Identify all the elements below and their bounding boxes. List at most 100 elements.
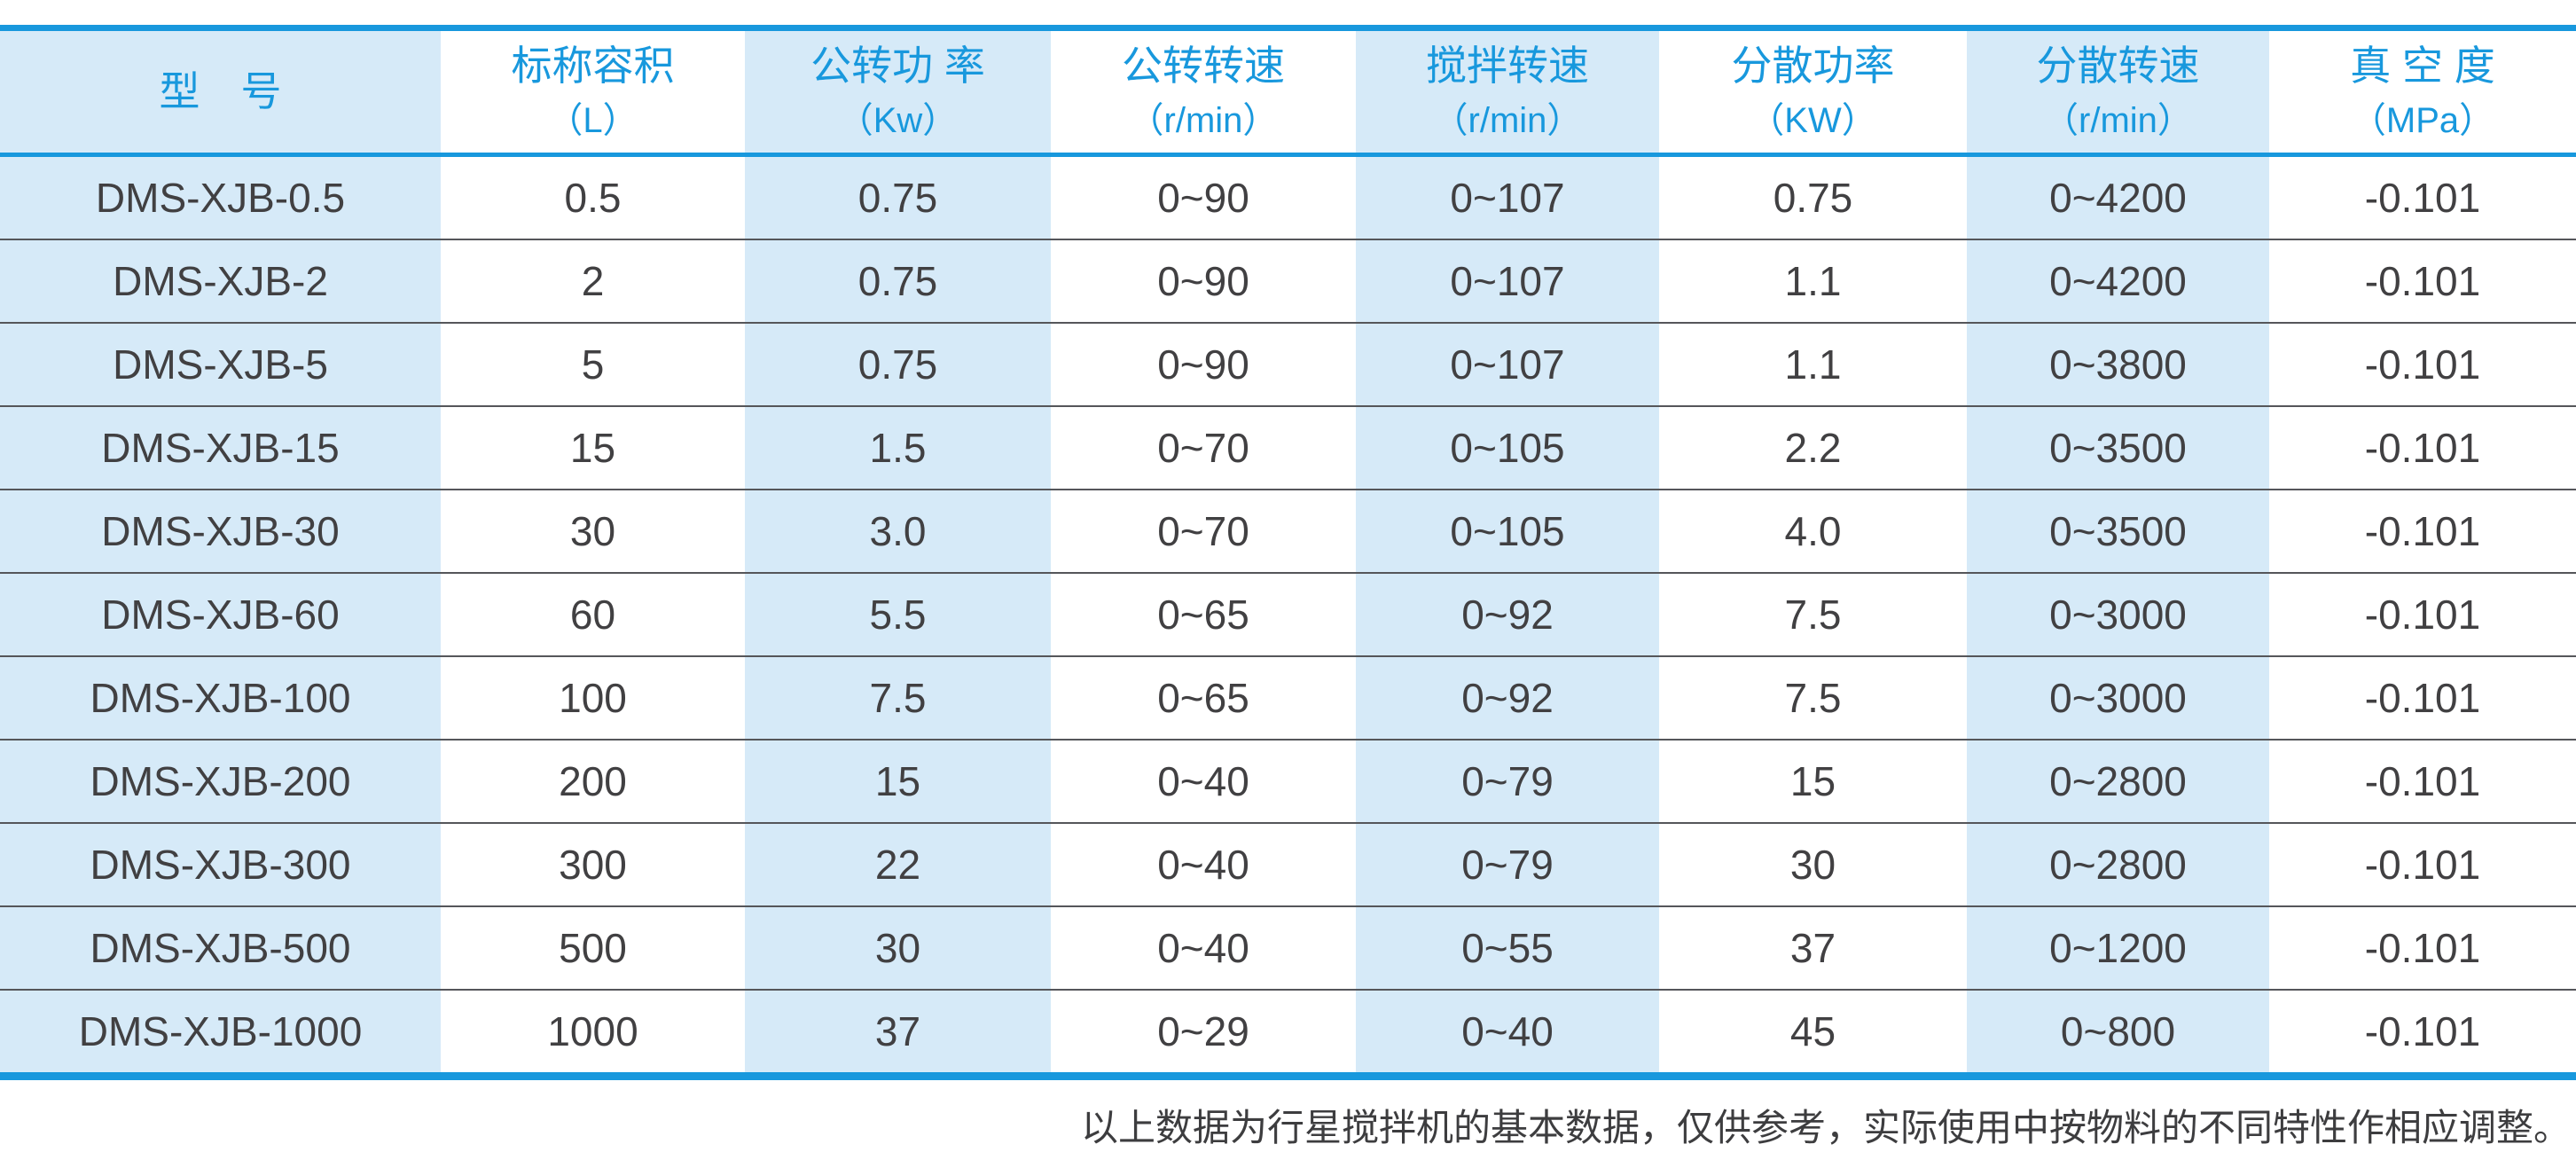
value-cell: -0.101 bbox=[2269, 990, 2576, 1077]
table-row: DMS-XJB-500 500 30 0~40 0~55 37 0~1200 -0.101 bbox=[0, 906, 2576, 991]
value-cell: -0.101 bbox=[2269, 406, 2576, 490]
value-cell: 100 bbox=[441, 656, 745, 741]
model-cell: DMS-XJB-2 bbox=[0, 239, 441, 324]
table-row: DMS-XJB-300 300 22 0~40 0~79 30 0~2800 -0.101 bbox=[0, 823, 2576, 907]
value-cell: 0~90 bbox=[1051, 154, 1356, 240]
column-header-label: 真 空 度 bbox=[2350, 42, 2495, 89]
value-cell: 500 bbox=[441, 906, 745, 991]
value-cell: 0~3500 bbox=[1967, 406, 2269, 490]
value-cell: 60 bbox=[441, 573, 745, 657]
model-cell: DMS-XJB-100 bbox=[0, 656, 441, 741]
column-header-label: 公转功 率 bbox=[810, 42, 985, 89]
table-row: DMS-XJB-200 200 15 0~40 0~79 15 0~2800 -0.101 bbox=[0, 740, 2576, 824]
table-row: DMS-XJB-15 15 1.5 0~70 0~105 2.2 0~3500 -0.101 bbox=[0, 406, 2576, 490]
column-header-stir-speed: 搅拌转速 （r/min） bbox=[1356, 27, 1659, 157]
value-cell: -0.101 bbox=[2269, 906, 2576, 991]
value-cell: 0~3000 bbox=[1967, 573, 2269, 657]
table-row: DMS-XJB-0.5 0.5 0.75 0~90 0~107 0.75 0~4200 -0.… bbox=[0, 154, 2576, 240]
value-cell: -0.101 bbox=[2269, 323, 2576, 407]
value-cell: 2 bbox=[441, 239, 745, 324]
table-row: DMS-XJB-60 60 5.5 0~65 0~92 7.5 0~3000 -0.101 bbox=[0, 573, 2576, 657]
column-header-label: 公转转速 bbox=[1122, 42, 1285, 89]
model-cell: DMS-XJB-300 bbox=[0, 823, 441, 907]
column-header-revolution-power: 公转功 率 （Kw） bbox=[745, 27, 1051, 157]
value-cell: 3.0 bbox=[745, 490, 1051, 574]
value-cell: 37 bbox=[1659, 906, 1967, 991]
column-header-unit: （r/min） bbox=[1128, 101, 1279, 141]
value-cell: 0~90 bbox=[1051, 323, 1356, 407]
value-cell: 30 bbox=[745, 906, 1051, 991]
value-cell: 15 bbox=[1659, 740, 1967, 824]
model-cell: DMS-XJB-1000 bbox=[0, 990, 441, 1077]
value-cell: 45 bbox=[1659, 990, 1967, 1077]
value-cell: 0~105 bbox=[1356, 490, 1659, 574]
table-row: DMS-XJB-30 30 3.0 0~70 0~105 4.0 0~3500 -0.101 bbox=[0, 490, 2576, 574]
model-cell: DMS-XJB-15 bbox=[0, 406, 441, 490]
column-header-revolution-speed: 公转转速 （r/min） bbox=[1051, 27, 1356, 157]
value-cell: 0~40 bbox=[1051, 823, 1356, 907]
column-header-unit: （MPa） bbox=[2350, 101, 2495, 141]
column-header-capacity: 标称容积 （L） bbox=[441, 27, 745, 157]
value-cell: 0~2800 bbox=[1967, 823, 2269, 907]
value-cell: 0~79 bbox=[1356, 823, 1659, 907]
value-cell: 30 bbox=[441, 490, 745, 574]
column-header-label: 分散转速 bbox=[2036, 42, 2200, 89]
value-cell: 0~3500 bbox=[1967, 490, 2269, 574]
value-cell: 0~1200 bbox=[1967, 906, 2269, 991]
column-header-label: 型 号 bbox=[159, 67, 282, 114]
header-row: 型 号 标称容积 （L） 公转功 率 （Kw） 公转转速 （r/min） 搅拌转… bbox=[0, 27, 2576, 157]
value-cell: 0~92 bbox=[1356, 656, 1659, 741]
column-header-unit: （r/min） bbox=[1432, 101, 1583, 141]
value-cell: 0~40 bbox=[1051, 906, 1356, 991]
column-header-dispersion-speed: 分散转速 （r/min） bbox=[1967, 27, 2269, 157]
column-header-unit: （r/min） bbox=[2043, 101, 2193, 141]
column-header-label: 标称容积 bbox=[511, 42, 675, 89]
value-cell: 0~92 bbox=[1356, 573, 1659, 657]
value-cell: 4.0 bbox=[1659, 490, 1967, 574]
model-cell: DMS-XJB-500 bbox=[0, 906, 441, 991]
value-cell: 7.5 bbox=[1659, 573, 1967, 657]
value-cell: 2.2 bbox=[1659, 406, 1967, 490]
value-cell: -0.101 bbox=[2269, 239, 2576, 324]
value-cell: 0~65 bbox=[1051, 656, 1356, 741]
value-cell: -0.101 bbox=[2269, 656, 2576, 741]
value-cell: 1000 bbox=[441, 990, 745, 1077]
value-cell: 0~29 bbox=[1051, 990, 1356, 1077]
value-cell: 0.75 bbox=[745, 323, 1051, 407]
column-header-unit: （Kw） bbox=[837, 101, 959, 141]
value-cell: 0~3000 bbox=[1967, 656, 2269, 741]
column-header-unit: （KW） bbox=[1749, 101, 1877, 141]
value-cell: 0~2800 bbox=[1967, 740, 2269, 824]
column-header-label: 搅拌转速 bbox=[1426, 42, 1589, 89]
table-row: DMS-XJB-100 100 7.5 0~65 0~92 7.5 0~3000 -0.101 bbox=[0, 656, 2576, 741]
model-cell: DMS-XJB-60 bbox=[0, 573, 441, 657]
value-cell: 5 bbox=[441, 323, 745, 407]
value-cell: -0.101 bbox=[2269, 573, 2576, 657]
value-cell: 0~65 bbox=[1051, 573, 1356, 657]
table-row: DMS-XJB-1000 1000 37 0~29 0~40 45 0~800 -0.101 bbox=[0, 990, 2576, 1077]
value-cell: -0.101 bbox=[2269, 154, 2576, 240]
model-cell: DMS-XJB-0.5 bbox=[0, 154, 441, 240]
value-cell: 37 bbox=[745, 990, 1051, 1077]
value-cell: 0~90 bbox=[1051, 239, 1356, 324]
footnote-text: 以上数据为行星搅拌机的基本数据，仅供参考，实际使用中按物料的不同特性作相应调整。 bbox=[1080, 1106, 2571, 1149]
value-cell: 5.5 bbox=[745, 573, 1051, 657]
column-header-unit: （L） bbox=[547, 101, 638, 141]
value-cell: 0~70 bbox=[1051, 406, 1356, 490]
value-cell: 0.75 bbox=[745, 239, 1051, 324]
value-cell: 0~105 bbox=[1356, 406, 1659, 490]
value-cell: 0~107 bbox=[1356, 154, 1659, 240]
value-cell: 200 bbox=[441, 740, 745, 824]
value-cell: 0~55 bbox=[1356, 906, 1659, 991]
value-cell: 7.5 bbox=[1659, 656, 1967, 741]
value-cell: -0.101 bbox=[2269, 823, 2576, 907]
value-cell: 0~70 bbox=[1051, 490, 1356, 574]
value-cell: 1.5 bbox=[745, 406, 1051, 490]
spec-table-body: DMS-XJB-0.5 0.5 0.75 0~90 0~107 0.75 0~4200 -0.… bbox=[0, 154, 2576, 1077]
value-cell: 0~4200 bbox=[1967, 154, 2269, 240]
table-row: DMS-XJB-5 5 0.75 0~90 0~107 1.1 0~3800 -0.101 bbox=[0, 323, 2576, 407]
value-cell: 0.5 bbox=[441, 154, 745, 240]
value-cell: 0~40 bbox=[1356, 990, 1659, 1077]
column-header-dispersion-power: 分散功率 （KW） bbox=[1659, 27, 1967, 157]
